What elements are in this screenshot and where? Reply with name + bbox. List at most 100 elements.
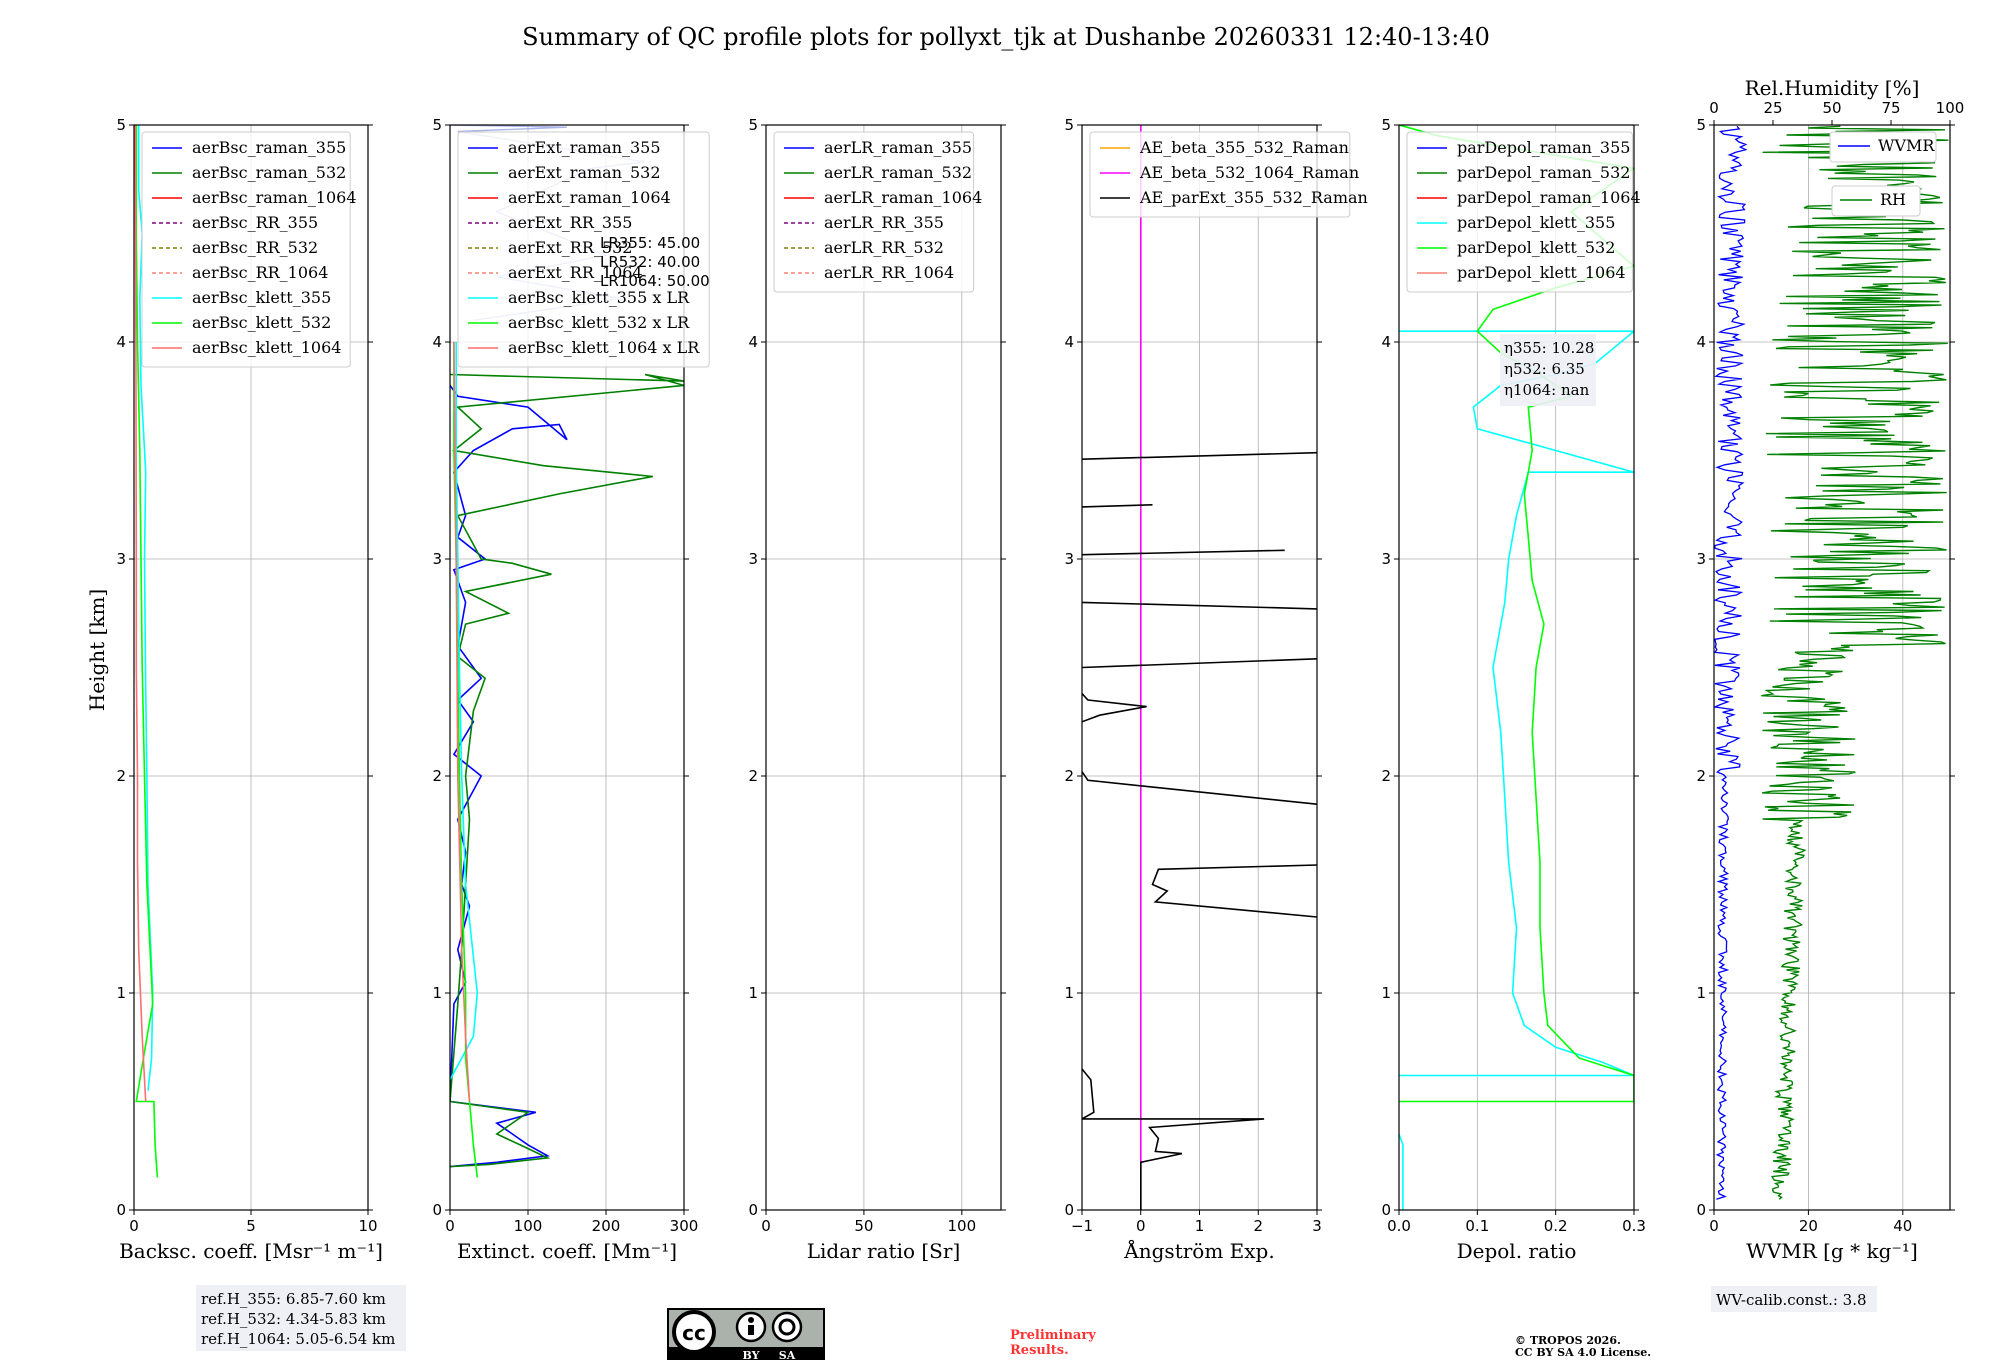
y-tick-label: 1 — [1064, 984, 1074, 1002]
series-line-ae-parext-355-532-raman-f — [1082, 601, 1317, 610]
series-line-ae-parext-355-532-raman-e — [1082, 658, 1317, 669]
axes-frame — [765, 124, 1002, 1211]
lidar-ratio-label: LR1064: 50.00 — [600, 272, 710, 290]
legend-label: aerExt_RR_532 — [508, 238, 632, 257]
y-tick-label: 1 — [1381, 984, 1391, 1002]
legend-box — [1406, 131, 1633, 293]
x-axis-label: Extinct. coeff. [Mm⁻¹] — [457, 1239, 677, 1263]
legend-label: aerBsc_klett_532 — [192, 313, 331, 332]
panel-lr: 0 50 100 0 1 2 3 4 5 Lidar ratio [Sr] aerLR_raman_… — [748, 116, 1006, 1263]
legend-label: aerBsc_RR_1064 — [192, 263, 328, 282]
x-tick-label: 300 — [670, 1217, 699, 1235]
legend-label: parDepol_raman_1064 — [1457, 188, 1641, 207]
legend-label: aerBsc_raman_1064 — [192, 188, 357, 207]
series-line-aerbsc-klett-1064 x lr — [453, 341, 471, 1102]
x-axis-label: Backsc. coeff. [Msr⁻¹ m⁻¹] — [119, 1239, 383, 1263]
cc-by-label: BY — [743, 1349, 760, 1360]
y-tick-label: 0 — [1064, 1201, 1074, 1219]
cc-sa-label: SA — [779, 1349, 796, 1360]
x-tick-label: 100 — [948, 1217, 977, 1235]
preliminary-line-2: Results. — [1010, 1343, 1069, 1358]
ref-height-532: ref.H_532: 4.34-5.83 km — [201, 1310, 386, 1328]
legend-label: aerLR_RR_355 — [824, 213, 944, 232]
series-line-aerbsc-klett-532 — [135, 125, 159, 1178]
series-group — [1714, 125, 1949, 1200]
legend-label: AE_beta_532_1064_Raman — [1139, 163, 1359, 182]
legend-label: aerLR_raman_355 — [824, 138, 972, 157]
wv-calib-const: WV-calib.const.: 3.8 — [1716, 1291, 1867, 1309]
legend-label: aerBsc_RR_532 — [192, 238, 318, 257]
legend-box — [457, 131, 710, 368]
series-line-ae-parext-355-532-raman-c — [1082, 771, 1317, 805]
legend: aerLR_raman_355 aerLR_raman_532 aerLR_rama… — [773, 131, 982, 293]
y-tick-label: 3 — [1064, 550, 1074, 568]
panel-ext: 0 100 200 300 0 1 2 3 4 5 Extinct. coeff. [Mm⁻¹] ae… — [432, 116, 709, 1263]
eta-label: η532: 6.35 — [1504, 360, 1585, 378]
legend-label: aerExt_raman_355 — [508, 138, 661, 157]
panel-bsc: 0 5 10 0 1 2 3 4 5 Backsc. coeff. [Msr⁻¹ m⁻¹] aerB… — [116, 116, 382, 1263]
legend: aerExt_raman_355 aerExt_raman_532 aerExt_r… — [457, 131, 710, 368]
y-tick-label: 1 — [1696, 984, 1706, 1002]
x-tick-label: 20 — [1799, 1217, 1818, 1235]
y-tick-label: 4 — [432, 333, 442, 351]
y-tick-label: 1 — [432, 984, 442, 1002]
y-tick-label: 3 — [1381, 550, 1391, 568]
x-tick-label: 0 — [129, 1217, 139, 1235]
x-tick-label: 0.1 — [1465, 1217, 1489, 1235]
y-tick-label: 0 — [432, 1201, 442, 1219]
legend-label: aerExt_raman_532 — [508, 163, 661, 182]
legend-label: aerExt_raman_1064 — [508, 188, 671, 207]
panel-depol: 0.0 0.1 0.2 0.3 0 1 2 3 4 5 Depol. ratio parDepol_r… — [1381, 116, 1645, 1263]
y-tick-label: 4 — [116, 333, 126, 351]
x-axis-label: WVMR [g * kg⁻¹] — [1746, 1239, 1918, 1263]
x-tick-label: 0 — [1136, 1217, 1146, 1235]
lidar-ratio-label: LR532: 40.00 — [600, 253, 700, 271]
y-tick-label: 1 — [748, 984, 758, 1002]
panel-wv: 0 20 40 0 1 2 3 4 5 WVMR [g * kg⁻¹] 0 25 50 75 100 Rel.… — [1696, 76, 1964, 1263]
legend-label: aerBsc_klett_1064 x LR — [508, 338, 700, 357]
series-line-pardepol-klett-355-b — [1399, 330, 1634, 1077]
x-tick-label: −1 — [1071, 1217, 1093, 1235]
legend-label: aerExt_RR_355 — [508, 213, 632, 232]
y-tick-label: 5 — [1381, 116, 1391, 134]
y-tick-label: 2 — [1381, 767, 1391, 785]
series-line-pardepol-klett-355 — [1399, 1133, 1404, 1210]
by-person-body-icon — [748, 1325, 754, 1335]
y-tick-label: 3 — [116, 550, 126, 568]
x-tick-label: 5 — [246, 1217, 256, 1235]
legend-label: parDepol_klett_355 — [1457, 213, 1615, 232]
sa-share-icon — [771, 1311, 803, 1343]
y-tick-label: 0 — [748, 1201, 758, 1219]
y-tick-label: 5 — [432, 116, 442, 134]
y-tick-label: 2 — [432, 767, 442, 785]
series-line-aerbsc-klett-355 x lr — [450, 342, 479, 1081]
lidar-ratio-label: LR355: 45.00 — [600, 234, 700, 252]
legend-label: aerBsc_klett_355 — [192, 288, 331, 307]
x-axis-label: Ångström Exp. — [1123, 1238, 1274, 1263]
axes-frame — [1398, 124, 1635, 1211]
y-tick-label: 1 — [116, 984, 126, 1002]
y-tick-label: 5 — [748, 116, 758, 134]
y-tick-label: 4 — [1696, 333, 1706, 351]
legend-label: aerBsc_klett_355 x LR — [508, 288, 690, 307]
y-axis-label: Height [km] — [85, 589, 109, 711]
legend-label: aerLR_RR_1064 — [824, 263, 954, 282]
legend-label: aerExt_RR_1064 — [508, 263, 643, 282]
ref-height-box-bg — [196, 1285, 406, 1351]
axes-frame — [449, 124, 685, 1211]
legend-label: aerBsc_raman_532 — [192, 163, 346, 182]
x2-tick-label: 75 — [1881, 99, 1900, 117]
legend-label: AE_parExt_355_532_Raman — [1139, 188, 1368, 207]
legend-box — [141, 131, 351, 368]
x-tick-label: 0 — [445, 1217, 455, 1235]
legend-label: aerBsc_raman_355 — [192, 138, 346, 157]
y-tick-label: 5 — [1696, 116, 1706, 134]
x-tick-label: 0.0 — [1387, 1217, 1411, 1235]
cc-letters-icon: cc — [682, 1321, 706, 1345]
x2-tick-label: 100 — [1936, 99, 1965, 117]
y-tick-label: 3 — [1696, 550, 1706, 568]
y-tick-label: 5 — [116, 116, 126, 134]
